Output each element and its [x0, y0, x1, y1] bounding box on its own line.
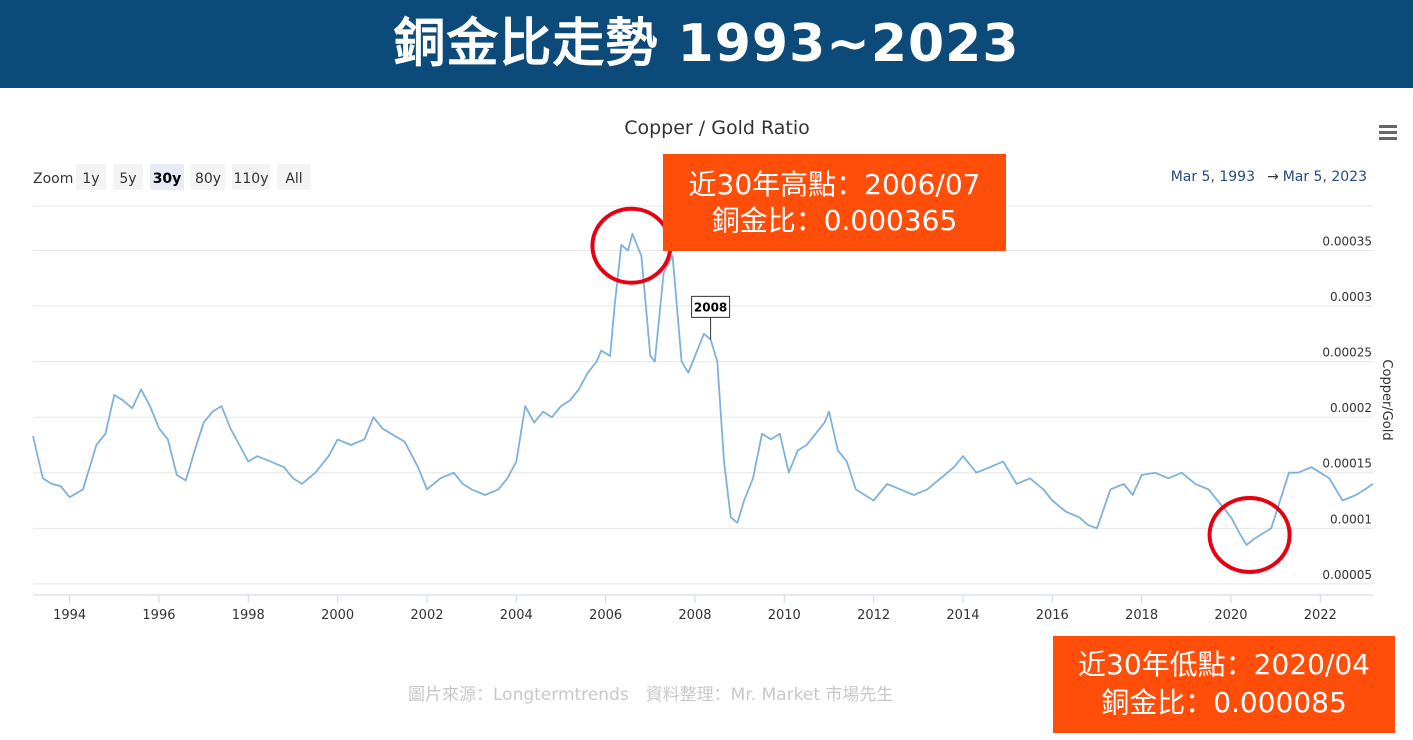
- x-axis-ticks: 1994 1996 1998 2000 2002 2004 2006 2008 2010 2012…: [53, 595, 1337, 623]
- y-tick-label: 0.0003: [1330, 290, 1372, 304]
- zoom-button-label[interactable]: 5y: [119, 171, 136, 187]
- flag-2008[interactable]: 2008: [691, 295, 731, 340]
- date-range-to[interactable]: Mar 5, 2023: [1283, 169, 1367, 185]
- zoom-button-label[interactable]: 110y: [233, 171, 268, 187]
- x-tick-label: 2008: [678, 608, 711, 623]
- low-callout-line2: 銅金比：0.000085: [1101, 686, 1347, 719]
- y-tick-label: 0.00035: [1322, 234, 1372, 248]
- flag-label: 2008: [694, 300, 727, 314]
- x-tick-label: 1998: [232, 608, 265, 623]
- zoom-button-All[interactable]: [277, 164, 311, 190]
- y-axis-label: Copper/Gold: [1379, 359, 1394, 440]
- zoom-label: Zoom: [33, 171, 73, 187]
- x-tick-label: 2018: [1125, 608, 1158, 623]
- x-tick-label: 2000: [321, 608, 354, 623]
- date-range-from[interactable]: Mar 5, 1993: [1171, 169, 1255, 185]
- y-tick-label: 0.0002: [1330, 401, 1372, 415]
- y-tick-label: 0.00025: [1322, 346, 1372, 360]
- page-title: 銅金比走勢 1993~2023: [393, 14, 1020, 74]
- low-point-callout: 近30年低點：2020/04 銅金比：0.000085: [1053, 636, 1395, 733]
- y-tick-label: 0.00005: [1322, 568, 1372, 582]
- low-point-circle: [1207, 495, 1292, 574]
- high-point-callout: 近30年高點：2006/07 銅金比：0.000365: [663, 154, 1006, 251]
- grid-lines: [33, 205, 1373, 596]
- x-tick-label: 1996: [142, 608, 175, 623]
- x-tick-label: 2016: [1036, 608, 1069, 623]
- zoom-button-30y[interactable]: [150, 164, 184, 190]
- y-axis-ticks: 0.00005 0.0001 0.00015 0.0002 0.00025 0.0003 0…: [1322, 234, 1372, 581]
- zoom-button-label[interactable]: All: [285, 171, 302, 187]
- zoom-button-1y[interactable]: [76, 164, 106, 190]
- menu-icon[interactable]: [1379, 125, 1397, 140]
- chart-title: Copper / Gold Ratio: [624, 117, 810, 139]
- high-point-circle: [590, 206, 673, 285]
- x-tick-label: 2004: [500, 608, 533, 623]
- zoom-button-label[interactable]: 1y: [82, 171, 99, 187]
- zoom-button-label[interactable]: 30y: [153, 171, 182, 187]
- zoom-button-label[interactable]: 80y: [195, 171, 221, 187]
- series-line: [32, 232, 1374, 546]
- x-tick-label: 2010: [768, 608, 801, 623]
- x-tick-label: 2002: [410, 608, 443, 623]
- high-callout-line2: 銅金比：0.000365: [711, 204, 958, 237]
- date-range-arrow: →: [1267, 169, 1279, 185]
- x-tick-label: 2012: [857, 608, 890, 623]
- header-banner: 銅金比走勢 1993~2023: [0, 0, 1413, 88]
- x-tick-label: 2022: [1304, 608, 1337, 623]
- zoom-button-5y[interactable]: [113, 164, 143, 190]
- low-callout-line1: 近30年低點：2020/04: [1078, 648, 1370, 681]
- source-note: 圖片來源：Longtermtrends 資料整理：Mr. Market 市場先生: [408, 685, 894, 705]
- y-tick-label: 0.0001: [1330, 512, 1372, 526]
- y-tick-label: 0.00015: [1322, 457, 1372, 471]
- x-tick-label: 2020: [1214, 608, 1247, 623]
- x-tick-label: 2006: [589, 608, 622, 623]
- high-callout-line1: 近30年高點：2006/07: [688, 168, 981, 201]
- copper-gold-chart: Copper / Gold Ratio Zoom 1y 5y 30y 80y 110y A…: [32, 117, 1397, 623]
- zoom-button-80y[interactable]: [191, 164, 225, 190]
- x-tick-label: 1994: [53, 608, 86, 623]
- zoom-button-110y[interactable]: [232, 164, 270, 190]
- zoom-buttons: 1y 5y 30y 80y 110y All: [76, 164, 311, 190]
- x-tick-label: 2014: [946, 608, 979, 623]
